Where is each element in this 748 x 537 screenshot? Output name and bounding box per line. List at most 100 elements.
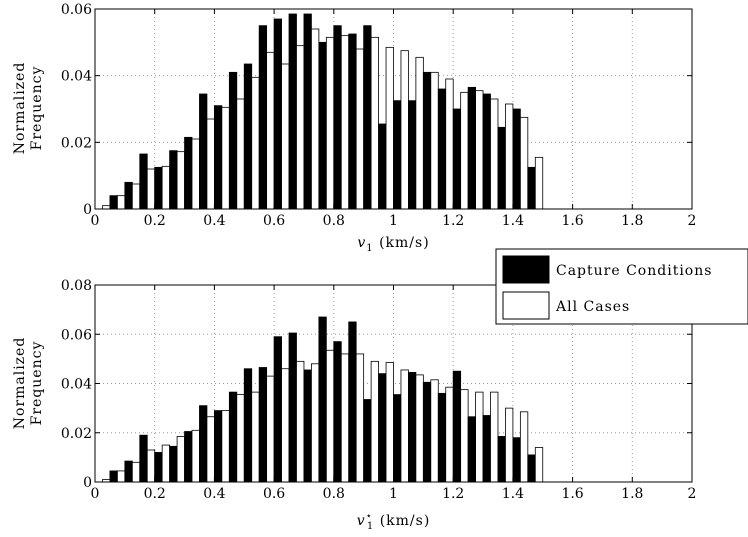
bar-all-cases	[460, 389, 469, 483]
bar-all-cases	[161, 165, 171, 210]
bar-all-cases	[415, 56, 424, 210]
bar-capture-conditions	[273, 336, 282, 483]
bar-all-cases	[221, 106, 230, 210]
bar-capture-conditions	[184, 431, 193, 483]
bar-capture-conditions	[467, 86, 476, 210]
bar-all-cases	[534, 156, 544, 210]
bar-all-cases	[311, 363, 320, 483]
bar-all-cases	[340, 353, 350, 483]
legend: Capture Conditions All Cases	[495, 248, 748, 325]
bar-all-cases	[236, 394, 245, 483]
bar-all-cases	[385, 46, 394, 210]
bar-capture-conditions	[154, 452, 163, 483]
bar-all-cases	[221, 410, 230, 483]
bar-all-cases	[430, 379, 439, 483]
x-tick-label: 0.8	[323, 213, 345, 229]
bar-capture-conditions	[169, 150, 178, 210]
y-tick-label: 0.02	[61, 426, 92, 442]
bar-all-cases	[475, 391, 484, 483]
x-tick-label: 1.4	[502, 213, 524, 229]
bar-capture-conditions	[512, 108, 521, 210]
bar-all-cases	[296, 45, 305, 210]
bar-all-cases	[355, 353, 365, 483]
bar-all-cases	[370, 360, 379, 483]
bar-all-cases	[415, 374, 424, 483]
bar-capture-conditions	[452, 370, 462, 483]
bar-capture-conditions	[348, 33, 357, 210]
bar-all-cases	[176, 436, 185, 483]
bar-capture-conditions	[139, 434, 148, 483]
bar-capture-conditions	[318, 41, 327, 210]
bar-capture-conditions	[303, 13, 312, 210]
bar-all-cases	[385, 362, 394, 483]
bar-capture-conditions	[348, 321, 357, 483]
bar-all-cases	[251, 76, 260, 210]
bar-capture-conditions	[228, 71, 238, 210]
y-tick-label: 0.08	[61, 278, 92, 294]
bar-capture-conditions	[408, 372, 417, 483]
legend-label-capture: Capture Conditions	[556, 263, 712, 279]
y-axis-label: NormalizedFrequency	[12, 62, 45, 155]
bar-capture-conditions	[228, 391, 238, 483]
bar-capture-conditions	[169, 445, 178, 483]
bar-capture-conditions	[497, 126, 506, 210]
x-tick-label: 1.2	[442, 486, 464, 502]
x-tick-label: 1	[389, 213, 398, 229]
x-tick-label: 0.8	[323, 486, 345, 502]
bar-all-cases	[191, 138, 200, 210]
bar-capture-conditions	[109, 195, 118, 210]
chart-bottom: 0 0.2 0.4 0.6 0.8 1 1.2 1.4 1.6 1.8 2 0 0.02 0.04 0.06…	[12, 278, 696, 532]
bar-all-cases	[116, 195, 126, 210]
bar-all-cases	[116, 470, 126, 483]
bar-all-cases	[206, 118, 215, 210]
legend-swatch-capture	[502, 255, 550, 284]
x-tick-label: 0	[91, 213, 100, 229]
bar-capture-conditions	[333, 341, 342, 483]
legend-swatch-all	[502, 291, 550, 320]
x-tick-label: 0.2	[144, 213, 166, 229]
bar-capture-conditions	[288, 332, 297, 483]
bar-capture-conditions	[318, 316, 327, 483]
bar-capture-conditions	[213, 410, 223, 483]
bar-all-cases	[400, 50, 409, 210]
bar-all-cases	[430, 71, 439, 210]
x-tick-label: 0.4	[203, 486, 225, 502]
bar-capture-conditions	[467, 416, 476, 483]
bar-capture-conditions	[258, 25, 268, 210]
bar-all-cases	[400, 369, 409, 483]
bar-capture-conditions	[273, 18, 282, 210]
bar-capture-conditions	[512, 437, 521, 483]
bar-capture-conditions	[109, 470, 118, 483]
x-tick-label: 0.6	[263, 213, 285, 229]
bar-all-cases	[281, 63, 290, 210]
bar-all-cases	[475, 90, 484, 210]
bar-all-cases	[206, 416, 215, 483]
x-tick-label: 1.8	[621, 486, 643, 502]
x-tick-label: 1.6	[561, 486, 583, 502]
bar-capture-conditions	[363, 399, 372, 483]
bar-all-cases	[131, 183, 141, 210]
chart-top: 0 0.2 0.4 0.6 0.8 1 1.2 1.4 1.6 1.8 2 0 0.02 0.04 0.06…	[12, 2, 696, 254]
legend-label-all: All Cases	[555, 299, 630, 315]
bar-all-cases	[296, 360, 305, 483]
x-tick-label: 1.4	[502, 486, 524, 502]
bar-all-cases	[161, 444, 171, 483]
bar-capture-conditions	[378, 123, 387, 210]
bar-all-cases	[519, 116, 529, 210]
bar-capture-conditions	[154, 166, 163, 210]
bar-all-cases	[266, 375, 275, 483]
bar-capture-conditions	[184, 136, 193, 210]
bar-capture-conditions	[303, 369, 312, 483]
bar-all-cases	[266, 51, 275, 210]
bar-all-cases	[146, 168, 156, 210]
x-tick-label: 0.2	[144, 486, 166, 502]
bar-capture-conditions	[199, 405, 208, 483]
bar-capture-conditions	[437, 88, 447, 210]
y-tick-label: 0	[83, 475, 92, 491]
y-tick-label: 0	[83, 202, 92, 218]
bar-capture-conditions	[243, 368, 253, 483]
y-tick-label: 0.04	[61, 69, 92, 85]
bar-capture-conditions	[243, 63, 253, 210]
y-tick-label: 0.02	[61, 135, 92, 151]
